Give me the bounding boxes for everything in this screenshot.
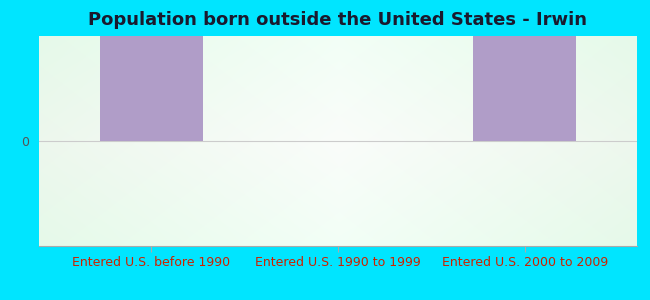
- Bar: [99, 36, 203, 141]
- Bar: [473, 36, 577, 141]
- Title: Population born outside the United States - Irwin: Population born outside the United State…: [88, 11, 588, 29]
